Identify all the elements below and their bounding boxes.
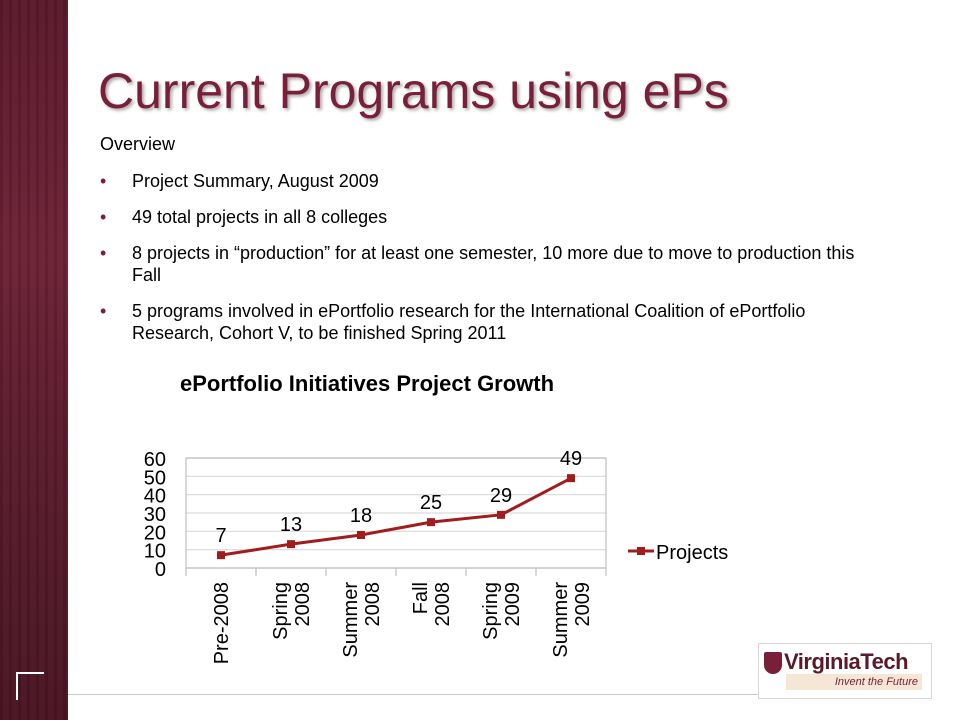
data-label: 49 (560, 448, 582, 470)
bullet-item: • 5 programs involved in ePortfolio resea… (100, 300, 860, 344)
x-tick-label: Fall2008 (410, 582, 454, 627)
y-tick-label: 40 (144, 486, 166, 508)
y-tick-label: 10 (144, 541, 166, 563)
y-tick-label: 60 (144, 449, 166, 471)
series-line (220, 476, 572, 557)
y-tick-label: 20 (144, 522, 166, 544)
corner-bracket (16, 672, 44, 700)
overview-heading: Overview (100, 134, 176, 154)
bullet-item: • Project Summary, August 2009 (100, 170, 860, 192)
y-tick-label: 30 (144, 504, 166, 526)
bullet-text: Project Summary, August 2009 (132, 171, 379, 191)
bullet-dot: • (100, 301, 107, 321)
bullet-text: 8 projects in “production” for at least … (132, 243, 855, 285)
bullet-text: 49 total projects in all 8 colleges (132, 207, 388, 227)
data-point (357, 531, 365, 539)
logo-tagline: Invent the Future (834, 676, 918, 688)
logo-wordmark: VirginiaTech (784, 649, 909, 674)
bullet-list: • Project Summary, August 2009 • 49 total … (100, 170, 860, 358)
data-point (287, 540, 295, 549)
legend-marker (637, 547, 645, 555)
chart-title: ePortfolio Initiatives Project Growth (180, 371, 554, 396)
bullet-dot: • (100, 207, 107, 227)
x-tick-label: Summer2008 (340, 582, 384, 658)
shield-icon (764, 652, 782, 674)
legend-label: Projects (656, 542, 728, 564)
data-label: 18 (350, 505, 372, 527)
data-label: 7 (215, 525, 226, 547)
data-point (497, 510, 505, 519)
x-tick-label: Spring2008 (270, 582, 314, 640)
data-point (427, 518, 435, 527)
y-tick-label: 0 (155, 559, 166, 581)
side-decorative-band (0, 0, 68, 720)
x-tick-label: Spring2009 (480, 582, 524, 640)
bullet-item: • 49 total projects in all 8 colleges (100, 206, 860, 228)
data-label: 25 (420, 492, 442, 514)
bullet-dot: • (100, 171, 107, 191)
data-label: 13 (280, 514, 302, 536)
y-tick-label: 50 (144, 467, 166, 489)
data-point (217, 551, 225, 560)
bullet-dot: • (100, 243, 107, 263)
x-tick-label: Summer2009 (550, 582, 594, 658)
footer-rule (68, 694, 758, 695)
slide-title: Current Programs using ePs (98, 63, 729, 119)
data-label: 29 (490, 485, 512, 507)
data-point (567, 474, 575, 483)
logo-tagline-bar: Invent the Future (786, 674, 922, 690)
bullet-text: 5 programs involved in ePortfolio resear… (132, 301, 806, 343)
x-tick-label: Pre-2008 (211, 582, 233, 664)
bullet-item: • 8 projects in “production” for at least… (100, 242, 860, 286)
